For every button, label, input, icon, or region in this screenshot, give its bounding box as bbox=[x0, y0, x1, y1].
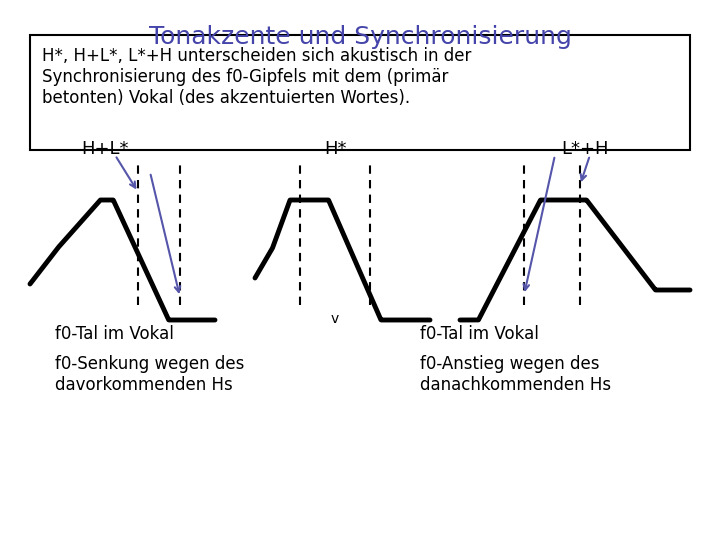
Text: f0-Tal im Vokal: f0-Tal im Vokal bbox=[55, 325, 174, 343]
FancyBboxPatch shape bbox=[30, 35, 690, 150]
Text: H*: H* bbox=[324, 140, 346, 158]
Text: L*+H: L*+H bbox=[562, 140, 608, 158]
Text: f0-Anstieg wegen des
danachkommenden Hs: f0-Anstieg wegen des danachkommenden Hs bbox=[420, 355, 611, 394]
Text: Tonakzente und Synchronisierung: Tonakzente und Synchronisierung bbox=[148, 25, 572, 49]
Text: v: v bbox=[331, 312, 339, 326]
Text: f0-Senkung wegen des
davorkommenden Hs: f0-Senkung wegen des davorkommenden Hs bbox=[55, 355, 244, 394]
Text: H*, H+L*, L*+H unterscheiden sich akustisch in der
Synchronisierung des f0-Gipfe: H*, H+L*, L*+H unterscheiden sich akusti… bbox=[42, 47, 472, 106]
Text: H+L*: H+L* bbox=[81, 140, 129, 158]
Text: f0-Tal im Vokal: f0-Tal im Vokal bbox=[420, 325, 539, 343]
